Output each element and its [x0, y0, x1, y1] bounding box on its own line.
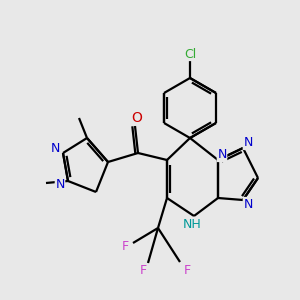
Text: O: O: [132, 111, 142, 125]
Text: N: N: [243, 197, 253, 211]
Text: F: F: [140, 265, 147, 278]
Text: N: N: [55, 178, 65, 191]
Text: Cl: Cl: [184, 47, 196, 61]
Text: NH: NH: [183, 218, 201, 230]
Text: N: N: [217, 148, 227, 161]
Text: F: F: [183, 263, 190, 277]
Text: N: N: [50, 142, 60, 155]
Text: N: N: [243, 136, 253, 149]
Text: F: F: [122, 239, 129, 253]
